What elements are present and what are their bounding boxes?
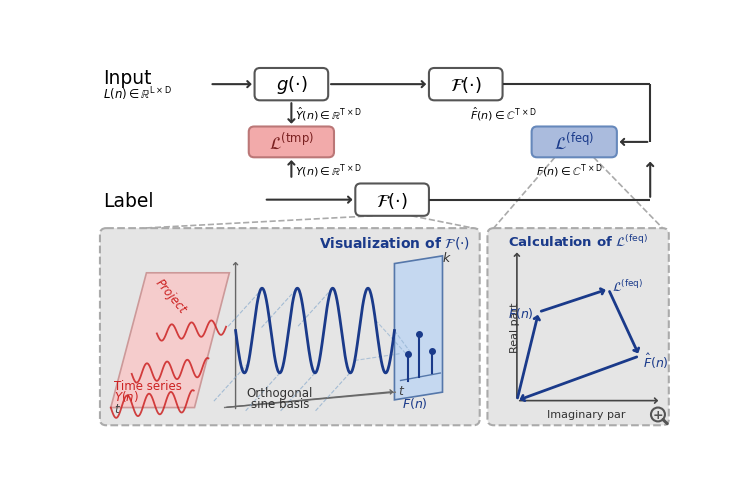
Text: $t$: $t$	[114, 402, 121, 415]
Text: $F(n)$: $F(n)$	[403, 395, 428, 410]
Polygon shape	[394, 257, 442, 400]
Text: $L(n) \in \mathbb{R}^{\rm L\times D}$: $L(n) \in \mathbb{R}^{\rm L\times D}$	[103, 85, 172, 103]
Text: $\mathcal{L}^{(\rm tmp)}$: $\mathcal{L}^{(\rm tmp)}$	[268, 133, 314, 153]
Text: $\hat{F}(n)$: $\hat{F}(n)$	[644, 351, 669, 370]
FancyBboxPatch shape	[254, 69, 328, 101]
Text: $g(\cdot)$: $g(\cdot)$	[275, 74, 308, 96]
Text: $\mathcal{F}(\cdot)$: $\mathcal{F}(\cdot)$	[450, 75, 482, 95]
FancyBboxPatch shape	[100, 228, 480, 425]
Text: Input: Input	[103, 69, 152, 88]
FancyBboxPatch shape	[356, 184, 429, 216]
Text: $Y(n)$: $Y(n)$	[114, 389, 139, 404]
Text: sine basis: sine basis	[251, 397, 309, 410]
Text: $t$: $t$	[398, 384, 406, 397]
Text: Calculation of $\mathcal{L}^{(\rm feq)}$: Calculation of $\mathcal{L}^{(\rm feq)}$	[508, 234, 648, 250]
Text: $\mathcal{F}(\cdot)$: $\mathcal{F}(\cdot)$	[376, 190, 408, 210]
FancyBboxPatch shape	[488, 228, 669, 425]
Text: $Y(n) \in \mathbb{R}^{\rm T\times D}$: $Y(n) \in \mathbb{R}^{\rm T\times D}$	[296, 162, 362, 180]
Text: Time series: Time series	[114, 379, 182, 392]
Polygon shape	[111, 273, 230, 408]
Text: $F(n) \in \mathbb{C}^{\rm T\times D}$: $F(n) \in \mathbb{C}^{\rm T\times D}$	[536, 162, 602, 180]
Text: Visualization of $\mathcal{F}(\cdot)$: Visualization of $\mathcal{F}(\cdot)$	[320, 235, 470, 251]
Text: Label: Label	[103, 192, 154, 211]
Text: Project: Project	[153, 276, 189, 316]
Text: Imaginary par: Imaginary par	[547, 409, 626, 419]
Text: $\mathcal{L}^{(\rm feq)}$: $\mathcal{L}^{(\rm feq)}$	[612, 278, 644, 294]
Text: $k$: $k$	[442, 251, 452, 265]
Text: $F(n)$: $F(n)$	[509, 305, 534, 320]
Text: Real part: Real part	[509, 302, 520, 352]
FancyBboxPatch shape	[532, 127, 616, 158]
Text: +: +	[652, 408, 663, 421]
Text: $\mathcal{L}^{(\rm feq)}$: $\mathcal{L}^{(\rm feq)}$	[554, 133, 595, 153]
Text: Orthogonal: Orthogonal	[247, 386, 313, 399]
FancyBboxPatch shape	[249, 127, 334, 158]
Text: $\hat{Y}(n) \in \mathbb{R}^{\rm T\times D}$: $\hat{Y}(n) \in \mathbb{R}^{\rm T\times …	[296, 106, 362, 123]
FancyBboxPatch shape	[429, 69, 502, 101]
Text: $\hat{F}(n) \in \mathbb{C}^{\rm T\times D}$: $\hat{F}(n) \in \mathbb{C}^{\rm T\times …	[470, 106, 536, 123]
